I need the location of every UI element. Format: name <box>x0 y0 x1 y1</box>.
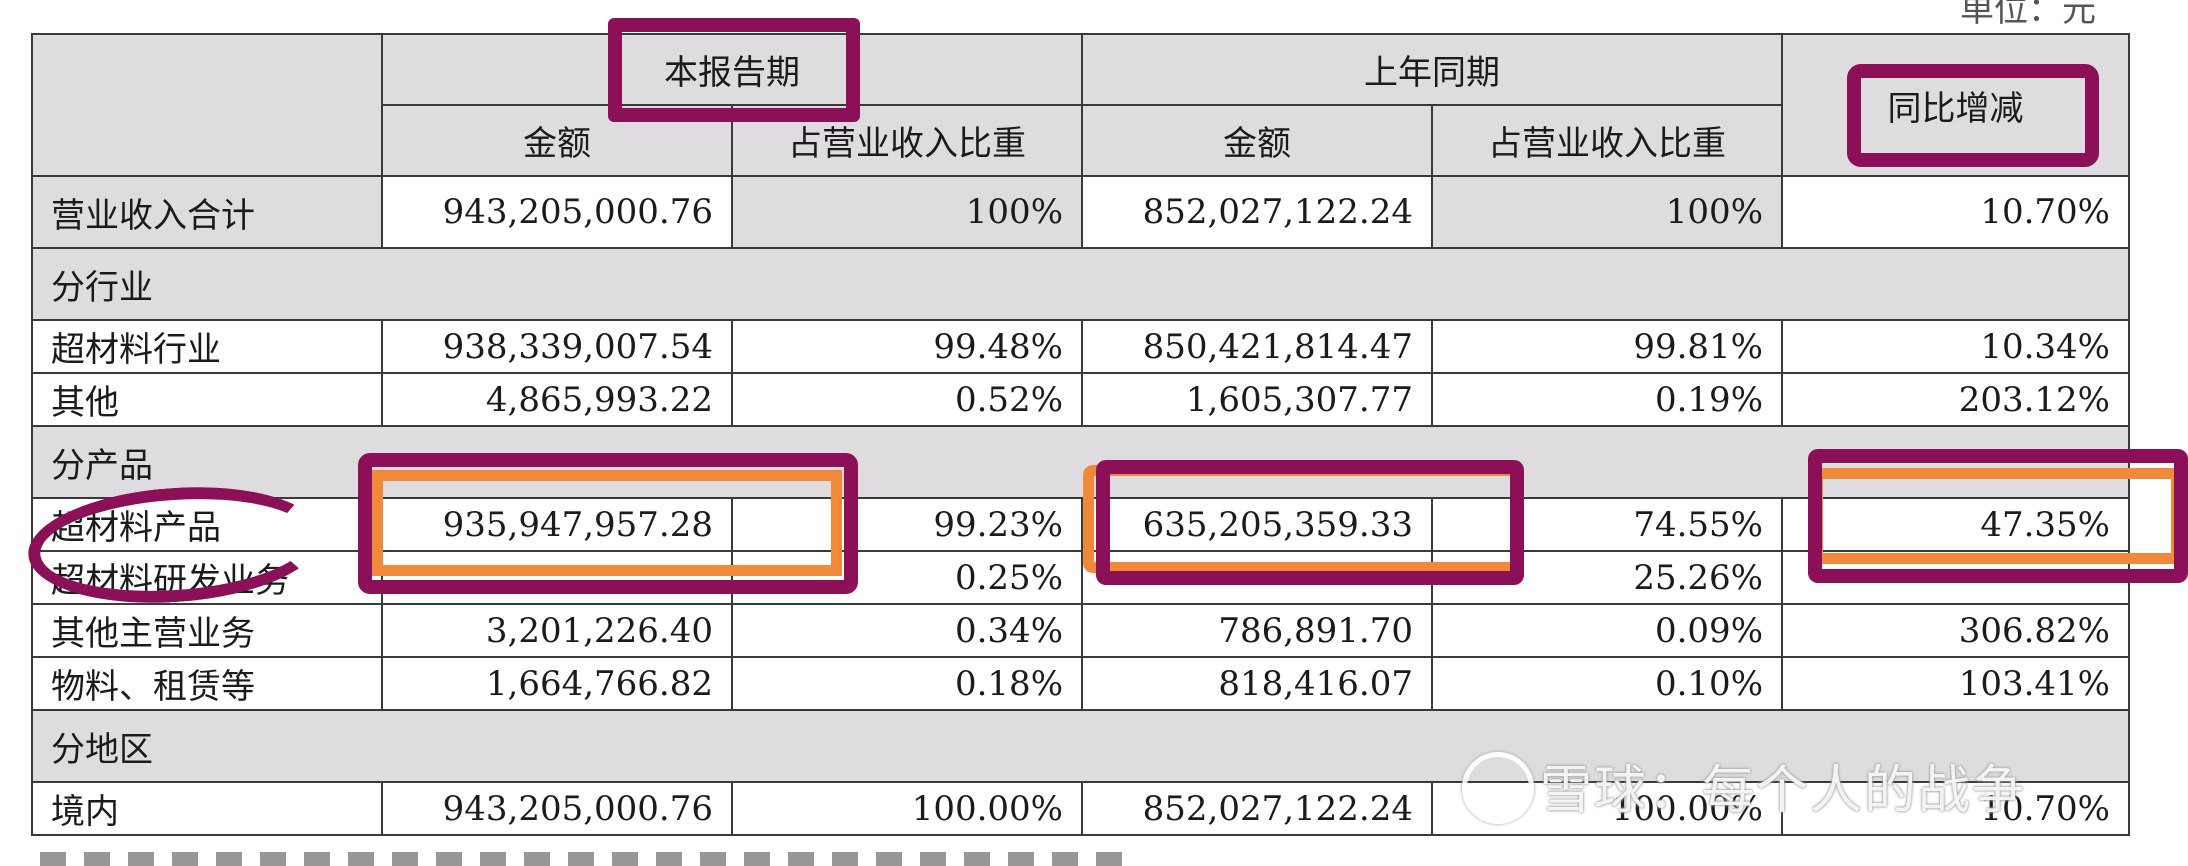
cell-cur-share: 100.00% <box>731 781 1083 836</box>
section-label: 分行业 <box>31 247 2130 321</box>
unit-note: 单位：元 <box>1960 0 2096 30</box>
table-row: 物料、租赁等 1,664,766.82 0.18% 818,416.07 0.1… <box>31 656 2130 711</box>
cell-cur-amount: 938,339,007.54 <box>381 319 733 374</box>
section-label: 分地区 <box>31 709 2130 783</box>
cell-cur-amount: 3,201,226.40 <box>381 603 733 658</box>
table-row: 超材料行业 938,339,007.54 99.48% 850,421,814.… <box>31 319 2130 374</box>
table-row-total: 营业收入合计 943,205,000.76 100% 852,027,122.2… <box>31 175 2130 249</box>
row-label: 超材料行业 <box>31 319 383 374</box>
cell-cur-amount: 943,205,000.76 <box>381 175 733 249</box>
cell-cur-share: 99.48% <box>731 319 1083 374</box>
watermark-text: 雪球：每个人的战争 <box>1540 761 2027 821</box>
cell-prev-share: 0.19% <box>1431 372 1783 427</box>
header-prev-share: 占营业收入比重 <box>1431 104 1783 177</box>
cell-prev-share: 0.09% <box>1431 603 1783 658</box>
cell-cur-share: 99.23% <box>731 497 1083 552</box>
cell-prev-share: 100% <box>1431 175 1783 249</box>
cell-yoy: 103.41% <box>1781 656 2130 711</box>
header-blank-cell <box>31 33 383 177</box>
header-prior-period: 上年同期 <box>1081 33 1783 106</box>
cell-cur-amount: 1,664,766.82 <box>381 656 733 711</box>
table-row: 超材料产品 935,947,957.28 99.23% 635,205,359.… <box>31 497 2130 552</box>
row-label: 营业收入合计 <box>31 175 383 249</box>
highlight-box-yoy <box>1808 449 2188 583</box>
cell-prev-share: 25.26% <box>1431 550 1783 605</box>
highlight-box-yoy-header <box>1847 64 2099 167</box>
cell-yoy: 10.70% <box>1781 781 2130 836</box>
cell-cur-amount <box>381 550 733 605</box>
row-label: 物料、租赁等 <box>31 656 383 711</box>
cell-yoy: 203.12% <box>1781 372 2130 427</box>
row-label: 境内 <box>31 781 383 836</box>
cell-cur-share: 100% <box>731 175 1083 249</box>
section-row-region: 分地区 <box>31 709 2130 783</box>
cell-prev-amount: 786,891.70 <box>1081 603 1433 658</box>
cell-prev-amount: 852,027,122.24 <box>1081 175 1433 249</box>
cell-cur-share: 0.18% <box>731 656 1083 711</box>
header-cur-share: 占营业收入比重 <box>731 104 1083 177</box>
row-label: 超材料产品 <box>31 497 383 552</box>
cell-prev-amount: 1,605,307.77 <box>1081 372 1433 427</box>
cell-prev-amount: 852,027,122.24 <box>1081 781 1433 836</box>
cell-prev-share: 74.55% <box>1431 497 1783 552</box>
table-row: 其他主营业务 3,201,226.40 0.34% 786,891.70 0.0… <box>31 603 2130 658</box>
highlight-box-prior-amount <box>1096 460 1524 585</box>
cell-cur-share: 0.34% <box>731 603 1083 658</box>
cell-prev-share: 0.10% <box>1431 656 1783 711</box>
header-current-period: 本报告期 <box>381 33 1083 106</box>
section-row-industry: 分行业 <box>31 247 2130 321</box>
highlight-box-current-period <box>608 18 860 122</box>
cell-yoy: 10.34% <box>1781 319 2130 374</box>
header-prev-amount: 金额 <box>1081 104 1433 177</box>
row-label: 超材料研发业务 <box>31 550 383 605</box>
cell-cur-share: 0.25% <box>731 550 1083 605</box>
cut-off-text-line <box>40 852 1140 866</box>
row-label: 其他主营业务 <box>31 603 383 658</box>
cell-cur-amount: 935,947,957.28 <box>381 497 733 552</box>
cell-prev-amount: 850,421,814.47 <box>1081 319 1433 374</box>
cell-yoy: 306.82% <box>1781 603 2130 658</box>
cell-prev-amount: 818,416.07 <box>1081 656 1433 711</box>
table-row: 境内 943,205,000.76 100.00% 852,027,122.24… <box>31 781 2130 836</box>
header-row-1: 本报告期 上年同期 同比增减 <box>31 33 2130 177</box>
cell-prev-amount: 635,205,359.33 <box>1081 497 1433 552</box>
cell-yoy: 10.70% <box>1781 175 2130 249</box>
row-label: 其他 <box>31 372 383 427</box>
cell-cur-share: 0.52% <box>731 372 1083 427</box>
cell-yoy: 47.35% <box>1781 497 2130 552</box>
snowball-logo-icon <box>1462 752 1534 824</box>
cell-cur-amount: 943,205,000.76 <box>381 781 733 836</box>
cell-prev-share: 99.81% <box>1431 319 1783 374</box>
cell-cur-amount: 4,865,993.22 <box>381 372 733 427</box>
table-row: 其他 4,865,993.22 0.52% 1,605,307.77 0.19%… <box>31 372 2130 427</box>
highlight-box-current-amount <box>358 453 858 594</box>
revenue-table: 本报告期 上年同期 同比增减 金额 占营业收入比重 金额 占营业收入比重 营业收… <box>31 33 2130 836</box>
orange-box-current-amount <box>372 470 842 576</box>
